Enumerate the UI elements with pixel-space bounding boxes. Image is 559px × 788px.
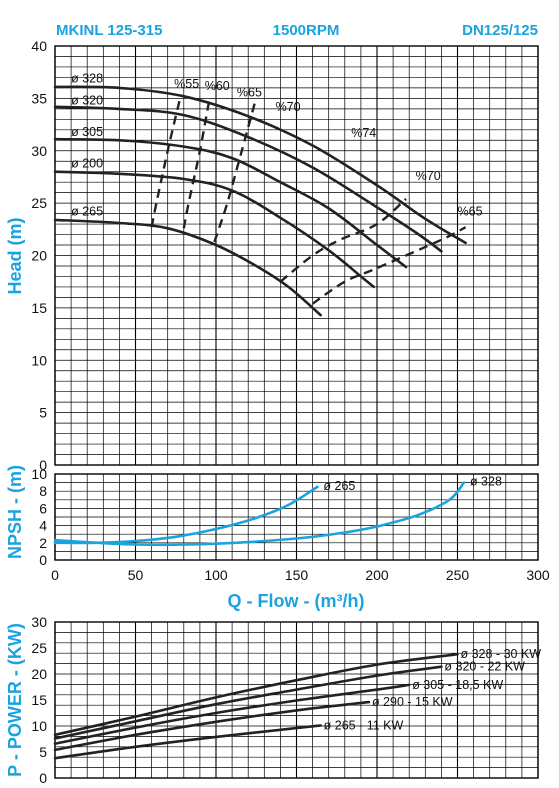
power-curve-label: ø 305 - 18,5 KW [412,678,503,692]
head-y-tick-label: 40 [31,38,47,54]
head-curve [53,137,408,269]
impeller-diameter-label: ø 320 [71,94,103,108]
head-frame [54,45,539,466]
power-y-tick-label: 25 [31,640,47,656]
head-y-tick-label: 30 [31,143,47,159]
power-frame [54,621,539,779]
x-axis-label: Q - Flow - (m³/h) [228,591,365,611]
x-tick-label: 250 [446,567,470,583]
power-y-tick-label: 0 [39,770,47,786]
impeller-diameter-label: ø 328 [71,72,103,86]
head-y-tick-label: 35 [31,90,47,106]
efficiency-curve [279,197,407,283]
npsh-y-tick-label: 8 [39,483,47,499]
impeller-diameter-label: ø 265 [71,205,103,219]
power-curve-label: ø 265 - 11 KW [324,718,404,732]
efficiency-curve [311,226,467,305]
npsh-frame [54,473,539,561]
npsh-curve [53,481,466,547]
head-axis-label: Head (m) [5,217,25,294]
head-curve [53,170,376,289]
head-y-tick-label: 0 [39,457,47,473]
power-chart-grid [54,621,539,779]
power-axis-label: P - POWER - (KW) [5,623,25,777]
efficiency-curve [182,98,211,229]
head-chart-grid [54,45,539,466]
efficiency-curve [150,96,182,228]
efficiency-label: %70 [416,169,441,183]
efficiency-label: %60 [205,79,230,93]
power-curve-label: ø 290 - 15 KW [372,695,453,709]
power-y-tick-label: 20 [31,666,47,682]
power-curve [53,683,411,745]
efficiency-label: %65 [458,205,483,219]
x-tick-label: 200 [365,567,389,583]
power-y-tick-label: 30 [31,614,47,630]
power-y-tick-label: 5 [39,744,47,760]
head-y-tick-label: 20 [31,248,47,264]
efficiency-label: %74 [351,126,376,140]
npsh-y-tick-label: 4 [39,518,47,534]
power-curve [53,700,371,752]
npsh-y-tick-label: 10 [31,466,47,482]
x-tick-label: 0 [51,567,59,583]
power-curve [53,652,459,737]
npsh-curve-label: ø 328 [470,475,502,489]
impeller-diameter-label: ø 200 [71,157,103,171]
head-y-tick-label: 25 [31,195,47,211]
header-model: MKINL 125-315 [56,22,162,39]
power-y-tick-label: 15 [31,692,47,708]
head-y-tick-label: 5 [39,405,47,421]
head-curve [53,85,467,245]
npsh-y-tick-label: 0 [39,552,47,568]
head-curve [53,218,322,317]
x-tick-label: 50 [128,567,144,583]
efficiency-label: %70 [276,100,301,114]
npsh-y-tick-label: 6 [39,500,47,516]
head-y-tick-label: 15 [31,300,47,316]
npsh-chart-grid [54,473,539,561]
head-y-tick-label: 10 [31,352,47,368]
power-curve-label: ø 328 - 30 KW [461,647,542,661]
impeller-diameter-label: ø 305 [71,125,103,139]
x-tick-label: 100 [204,567,228,583]
efficiency-curve [213,103,256,243]
efficiency-label: %55 [174,77,199,91]
header-dn: DN125/125 [462,22,538,39]
x-tick-label: 300 [526,567,550,583]
head-curve [53,105,443,253]
npsh-y-tick-label: 2 [39,535,47,551]
npsh-curve-label: ø 265 [323,479,355,493]
power-y-tick-label: 10 [31,718,47,734]
efficiency-label: %65 [237,85,262,99]
header-speed: 1500RPM [273,22,340,39]
npsh-axis-label: NPSH - (m) [5,465,25,559]
x-tick-label: 150 [285,567,309,583]
power-curve-label: ø 320 - 22 KW [444,660,525,674]
power-curve [53,724,322,760]
power-curve [53,665,443,740]
